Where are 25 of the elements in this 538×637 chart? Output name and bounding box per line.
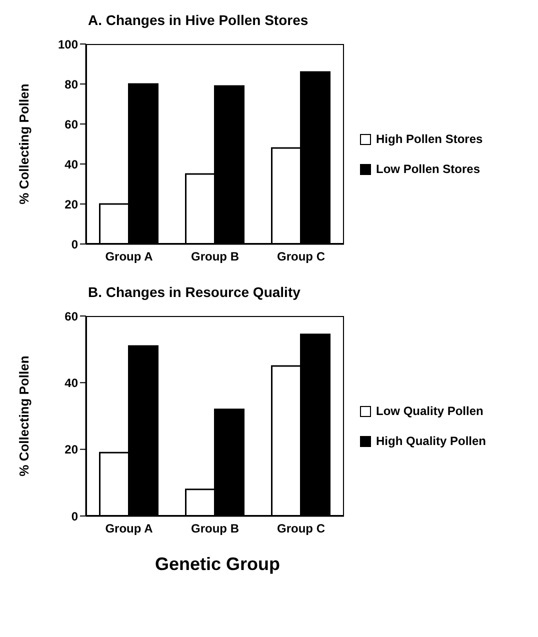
y-tick-label: 0 [71,237,78,252]
x-tick-label: Group C [277,522,326,536]
legend-label: Low Quality Pollen [376,404,484,418]
chart-title: B. Changes in Resource Quality [88,284,302,300]
y-tick-label: 60 [64,309,78,324]
x-tick-label: Group C [277,250,326,264]
y-tick-label: 20 [64,442,78,457]
y-tick-label: 40 [64,157,78,172]
legend-label: High Quality Pollen [376,434,486,448]
chart-title: A. Changes in Hive Pollen Stores [88,12,310,28]
x-tick-label: Group A [105,250,154,264]
y-axis-title: % Collecting Pollen [16,84,32,204]
y-tick-label: 60 [64,117,78,132]
y-tick-label: 0 [71,509,78,524]
y-tick-label: 40 [64,376,78,390]
y-axis-title: % Collecting Pollen [16,356,32,476]
x-tick-label: Group A [105,522,154,536]
legend-label: High Pollen Stores [376,132,483,146]
y-tick-label: 20 [64,197,78,212]
legend-label: Low Pollen Stores [376,162,480,176]
x-tick-label: Group B [191,522,240,536]
x-axis-title: Genetic Group [155,554,282,575]
y-tick-label: 100 [58,37,78,52]
y-tick-label: 80 [64,77,78,92]
x-tick-label: Group B [191,250,240,264]
